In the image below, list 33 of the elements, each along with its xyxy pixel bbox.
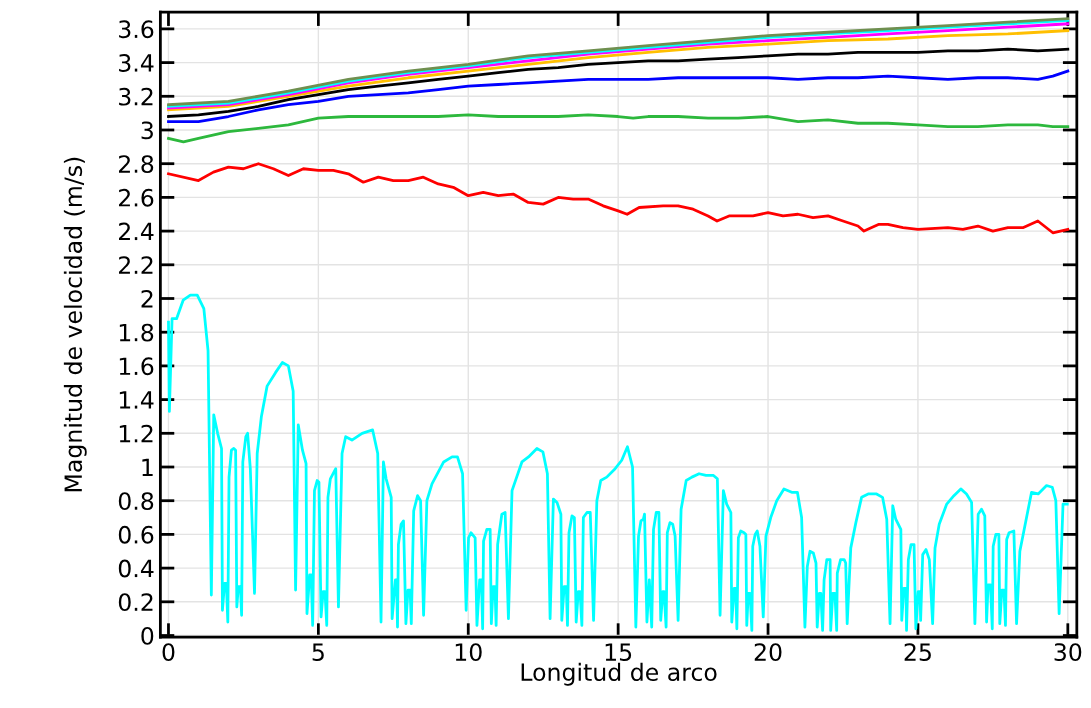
- y-tick-label: 2.4: [119, 222, 154, 241]
- y-tick-label: 3.4: [119, 54, 154, 72]
- y-tick-label: 1.8: [119, 323, 154, 342]
- x-tick-label: 30: [1054, 643, 1082, 662]
- y-tick-label: 2.6: [119, 188, 154, 207]
- y-tick-label: 0.2: [118, 593, 153, 612]
- y-tick-label: 1.4: [119, 391, 154, 409]
- y-tick-label: 1.6: [119, 357, 154, 376]
- y-tick-label: 2: [141, 289, 153, 308]
- y-tick-label: 0: [141, 626, 154, 645]
- x-tick-label: 15: [605, 643, 632, 662]
- y-axis-title: Magnitud de velocidad (m/s): [63, 157, 87, 492]
- line-series: [167, 47, 1070, 118]
- y-tick-label: 3: [141, 121, 153, 140]
- y-tick-label: 1: [142, 458, 153, 476]
- x-tick-label: 10: [455, 643, 482, 662]
- y-tick-label: 0.6: [118, 525, 154, 544]
- y-tick-label: 0.8: [118, 492, 154, 511]
- y-tick-label: 3.6: [119, 20, 154, 39]
- line-series: [167, 113, 1070, 144]
- y-tick-label: 2.2: [119, 256, 153, 274]
- y-tick-label: 1.2: [119, 424, 153, 443]
- x-axis-title: Longitud de arco: [521, 662, 717, 686]
- x-tick-label: 20: [754, 643, 782, 662]
- y-tick-label: 2.8: [119, 155, 154, 173]
- y-tick-label: 0.4: [118, 559, 154, 578]
- line-series: [167, 69, 1070, 123]
- x-tick-label: 0: [162, 643, 175, 662]
- x-tick-label: 25: [904, 643, 931, 662]
- x-tick-label: 5: [312, 643, 324, 662]
- line-series: [167, 293, 1069, 632]
- line-series: [167, 162, 1070, 235]
- y-tick-label: 3.2: [119, 87, 153, 106]
